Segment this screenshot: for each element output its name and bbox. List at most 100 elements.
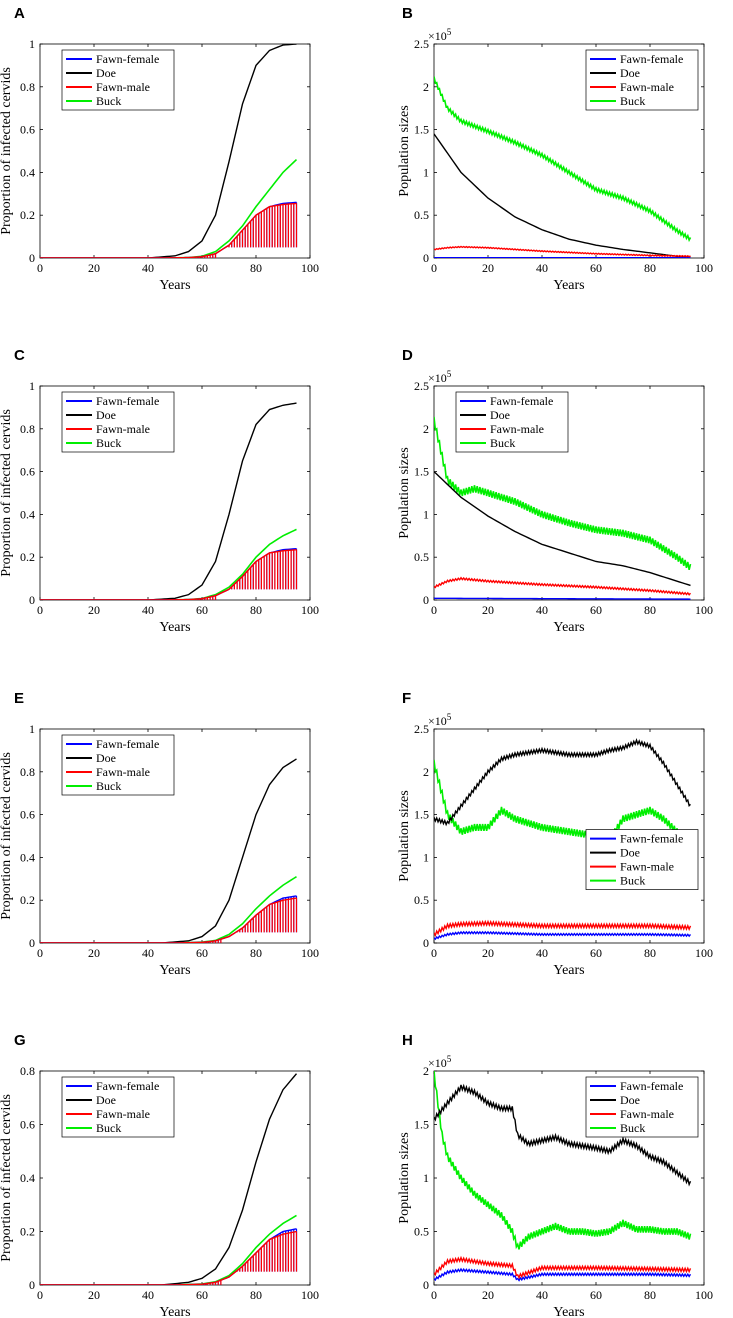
- y-tick-label: 0.4: [20, 850, 35, 864]
- x-tick-label: 20: [88, 1288, 100, 1302]
- y-exponent-superscript: 5: [447, 27, 452, 37]
- x-tick-label: 40: [536, 261, 548, 275]
- x-tick-label: 60: [590, 603, 602, 617]
- x-tick-label: 100: [301, 603, 319, 617]
- y-axis-label: Proportion of infected cervids: [0, 1094, 14, 1262]
- x-tick-label: 0: [431, 261, 437, 275]
- y-tick-label: 0.2: [20, 893, 35, 907]
- x-tick-label: 100: [695, 261, 713, 275]
- y-exponent-label: ×105: [428, 27, 452, 43]
- legend-label: Fawn-female: [96, 1079, 159, 1093]
- series-fawn-female-line: [40, 1228, 297, 1285]
- series-fawn-male-line: [40, 549, 297, 600]
- y-tick-label: 0.8: [20, 1064, 35, 1078]
- x-tick-label: 80: [250, 603, 262, 617]
- panel-f: F 0 20 40 60 80 100 0 0.5 1 1.5 2 2.5×105 Years Popula…: [397, 690, 713, 978]
- series-doe-line: [40, 402, 297, 600]
- y-tick-label: 0: [423, 251, 429, 265]
- legend-label: Fawn-female: [490, 394, 553, 408]
- y-tick-label: 1: [29, 722, 35, 736]
- panel-letter: C: [14, 347, 25, 364]
- y-tick-label: 2: [423, 765, 429, 779]
- x-tick-label: 80: [250, 946, 262, 960]
- legend-label: Fawn-male: [620, 1107, 674, 1121]
- plot-area: [434, 76, 692, 258]
- legend-label: Fawn-female: [620, 52, 683, 66]
- panel-letter: G: [14, 1032, 26, 1049]
- x-tick-label: 20: [482, 261, 494, 275]
- series-buck-line: [434, 76, 692, 243]
- y-tick-label: 0.6: [20, 1118, 35, 1132]
- y-tick-label: 0.4: [20, 1171, 35, 1185]
- y-exponent-label: ×105: [428, 369, 452, 385]
- legend-label: Buck: [620, 1121, 645, 1135]
- x-tick-label: 40: [536, 603, 548, 617]
- legend-label: Fawn-female: [620, 832, 683, 846]
- x-tick-label: 100: [301, 261, 319, 275]
- panel-letter: D: [402, 347, 413, 364]
- x-tick-label: 80: [644, 603, 656, 617]
- plot-area: [434, 737, 692, 941]
- series-fawn-male-line: [434, 919, 692, 938]
- x-tick-label: 80: [250, 1288, 262, 1302]
- series-fawn-male-line: [40, 1230, 297, 1285]
- series-doe-line: [434, 471, 691, 587]
- legend-label: Doe: [620, 1093, 640, 1107]
- panel-c: C 0 20 40 60 80 100 0 0.2 0.4 0.6 0.8 1 Years Proporti…: [0, 347, 319, 635]
- x-tick-label: 0: [37, 1288, 43, 1302]
- x-tick-label: 0: [431, 603, 437, 617]
- series-fawn-male-line: [40, 897, 297, 943]
- legend-label: Doe: [96, 1093, 116, 1107]
- series-buck-line: [40, 528, 297, 600]
- y-tick-label: 0: [423, 593, 429, 607]
- panel-letter: B: [402, 5, 413, 22]
- x-tick-label: 20: [482, 946, 494, 960]
- x-tick-label: 40: [142, 261, 154, 275]
- y-tick-label: 0: [423, 936, 429, 950]
- axes-box: [433, 728, 705, 944]
- series-buck-line: [40, 875, 297, 943]
- y-tick-label: 1.5: [414, 123, 429, 137]
- x-tick-label: 100: [695, 1288, 713, 1302]
- y-tick-label: 2: [423, 80, 429, 94]
- y-tick-label: 0: [29, 593, 35, 607]
- panel-letter: H: [402, 1032, 413, 1049]
- x-tick-label: 100: [695, 603, 713, 617]
- x-tick-label: 40: [142, 603, 154, 617]
- panel-letter: F: [402, 690, 411, 707]
- y-tick-label: 0.2: [20, 550, 35, 564]
- y-tick-label: 1.5: [414, 465, 429, 479]
- x-tick-label: 20: [88, 261, 100, 275]
- x-tick-label: 20: [482, 1288, 494, 1302]
- series-fawn-female-line: [434, 1267, 692, 1282]
- legend-label: Fawn-male: [490, 422, 544, 436]
- x-axis-label: Years: [553, 278, 584, 293]
- y-tick-label: 0: [29, 936, 35, 950]
- legend-label: Buck: [620, 94, 645, 108]
- y-tick-label: 1: [423, 507, 429, 521]
- x-tick-label: 40: [536, 1288, 548, 1302]
- y-tick-label: 0.5: [414, 893, 429, 907]
- x-tick-label: 80: [644, 261, 656, 275]
- y-tick-label: 0.5: [414, 208, 429, 222]
- plot-area: [434, 416, 692, 600]
- y-tick-label: 0: [29, 251, 35, 265]
- y-tick-label: 1: [29, 37, 35, 51]
- panel-letter: E: [14, 690, 24, 707]
- y-tick-label: 0.2: [20, 208, 35, 222]
- panel-g: G 0 20 40 60 80 100 0 0.2 0.4 0.6 0.8 Years Proportio…: [0, 1032, 319, 1318]
- y-tick-label: 0.5: [414, 550, 429, 564]
- plot-area: [40, 402, 298, 600]
- y-tick-label: 0: [423, 1278, 429, 1292]
- y-tick-label: 1: [29, 379, 35, 393]
- x-tick-label: 60: [590, 1288, 602, 1302]
- plot-area: [40, 44, 298, 258]
- y-tick-label: 0.8: [20, 80, 35, 94]
- y-tick-label: 2.5: [414, 722, 429, 736]
- x-tick-label: 100: [695, 946, 713, 960]
